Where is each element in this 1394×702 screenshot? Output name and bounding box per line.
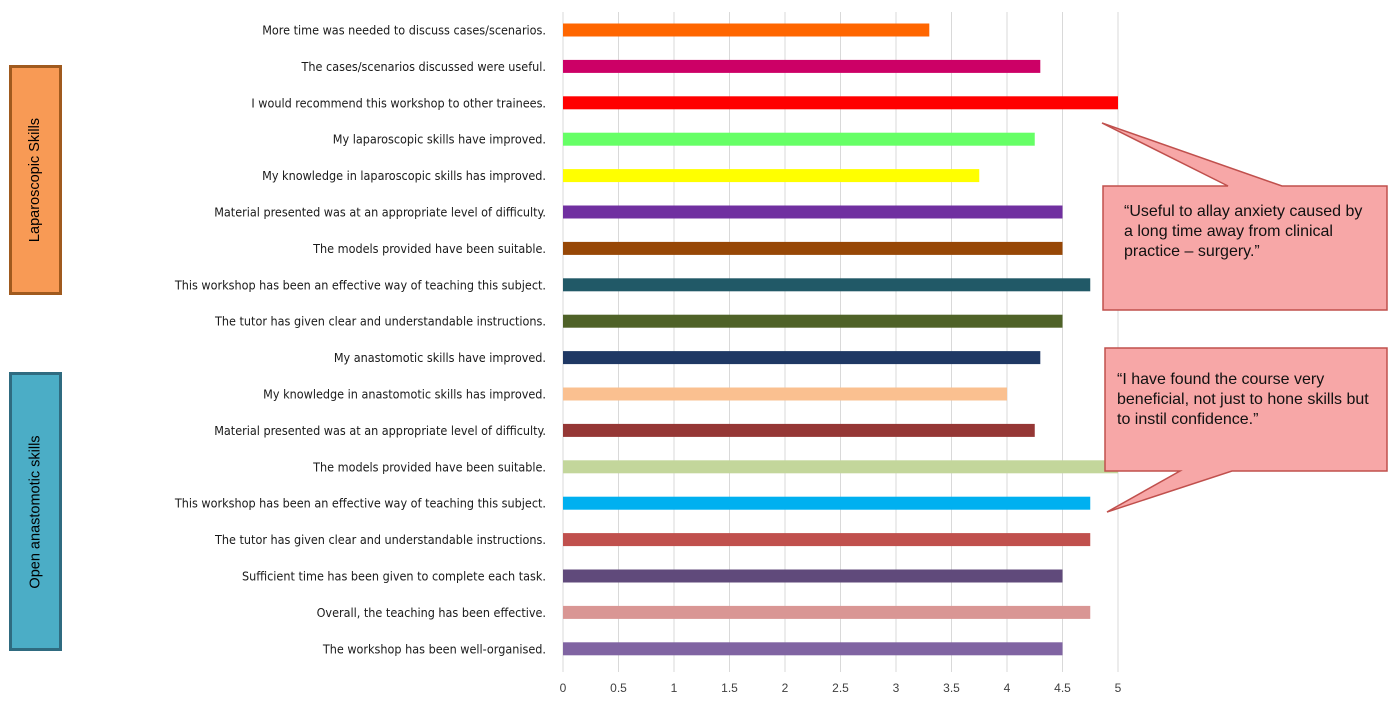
bar: [563, 205, 1063, 219]
category-label: My knowledge in laparoscopic skills has …: [262, 168, 546, 183]
bar: [563, 460, 1118, 474]
bar: [563, 533, 1091, 547]
category-label: My laparoscopic skills have improved.: [333, 132, 546, 147]
x-axis-ticks: 0 0.5 1 1.5 2 2.5 3 3.5 4 4.5 5: [560, 681, 1122, 695]
bar: [563, 169, 980, 183]
category-label: The models provided have been suitable.: [312, 241, 546, 256]
bar: [563, 496, 1091, 510]
bar: [563, 642, 1063, 656]
category-label: More time was needed to discuss cases/sc…: [262, 23, 546, 38]
category-label: This workshop has been an effective way …: [174, 496, 546, 511]
x-tick-label: 4.5: [1054, 681, 1071, 695]
category-label: This workshop has been an effective way …: [174, 277, 546, 292]
bars: [563, 23, 1118, 656]
callout-quote-2: “I have found the course very beneficial…: [1117, 371, 1369, 428]
x-tick-label: 5: [1115, 681, 1122, 695]
category-label: The cases/scenarios discussed were usefu…: [301, 59, 546, 74]
open-anastomotic-section-label: Open anastomotic skills: [9, 372, 62, 651]
category-label: The workshop has been well-organised.: [322, 641, 546, 656]
laparoscopic-section-text: Laparoscopic Skills: [27, 117, 44, 243]
category-label: My anastomotic skills have improved.: [334, 350, 546, 365]
x-tick-label: 1: [671, 681, 678, 695]
category-label: The tutor has given clear and understand…: [214, 314, 546, 329]
bar: [563, 278, 1091, 292]
bar: [563, 387, 1007, 401]
bar: [563, 605, 1091, 619]
bar: [563, 59, 1041, 73]
bar: [563, 241, 1063, 255]
callout-quote-1: “Useful to allay anxiety caused by a lon…: [1124, 203, 1363, 260]
bar: [563, 96, 1118, 110]
laparoscopic-section-label: Laparoscopic Skills: [9, 65, 62, 295]
bar: [563, 314, 1063, 328]
x-tick-label: 3.5: [943, 681, 960, 695]
x-tick-label: 1.5: [721, 681, 738, 695]
bar: [563, 351, 1041, 365]
x-tick-label: 0: [560, 681, 567, 695]
bar: [563, 23, 930, 37]
x-tick-label: 2: [782, 681, 789, 695]
bar: [563, 423, 1035, 437]
bar: [563, 569, 1063, 583]
gridlines: [562, 12, 1119, 672]
x-tick-label: 4: [1004, 681, 1011, 695]
x-tick-label: 2.5: [832, 681, 849, 695]
category-label: The tutor has given clear and understand…: [214, 532, 546, 547]
callouts: [1101, 122, 1388, 513]
open-anastomotic-section-text: Open anastomotic skills: [27, 434, 44, 589]
bar: [563, 132, 1035, 146]
category-label: Material presented was at an appropriate…: [214, 205, 546, 220]
category-labels: More time was needed to discuss cases/sc…: [174, 23, 546, 657]
category-label: Sufficient time has been given to comple…: [242, 569, 546, 584]
x-tick-label: 0.5: [610, 681, 627, 695]
category-label: My knowledge in anastomotic skills has i…: [263, 387, 546, 402]
callout-2-shape: [1104, 347, 1388, 513]
callout-1-shape: [1101, 122, 1388, 311]
category-label: I would recommend this workshop to other…: [251, 95, 546, 110]
category-label: Overall, the teaching has been effective…: [317, 605, 546, 620]
category-label: Material presented was at an appropriate…: [214, 423, 546, 438]
category-label: The models provided have been suitable.: [312, 459, 546, 474]
x-tick-label: 3: [893, 681, 900, 695]
